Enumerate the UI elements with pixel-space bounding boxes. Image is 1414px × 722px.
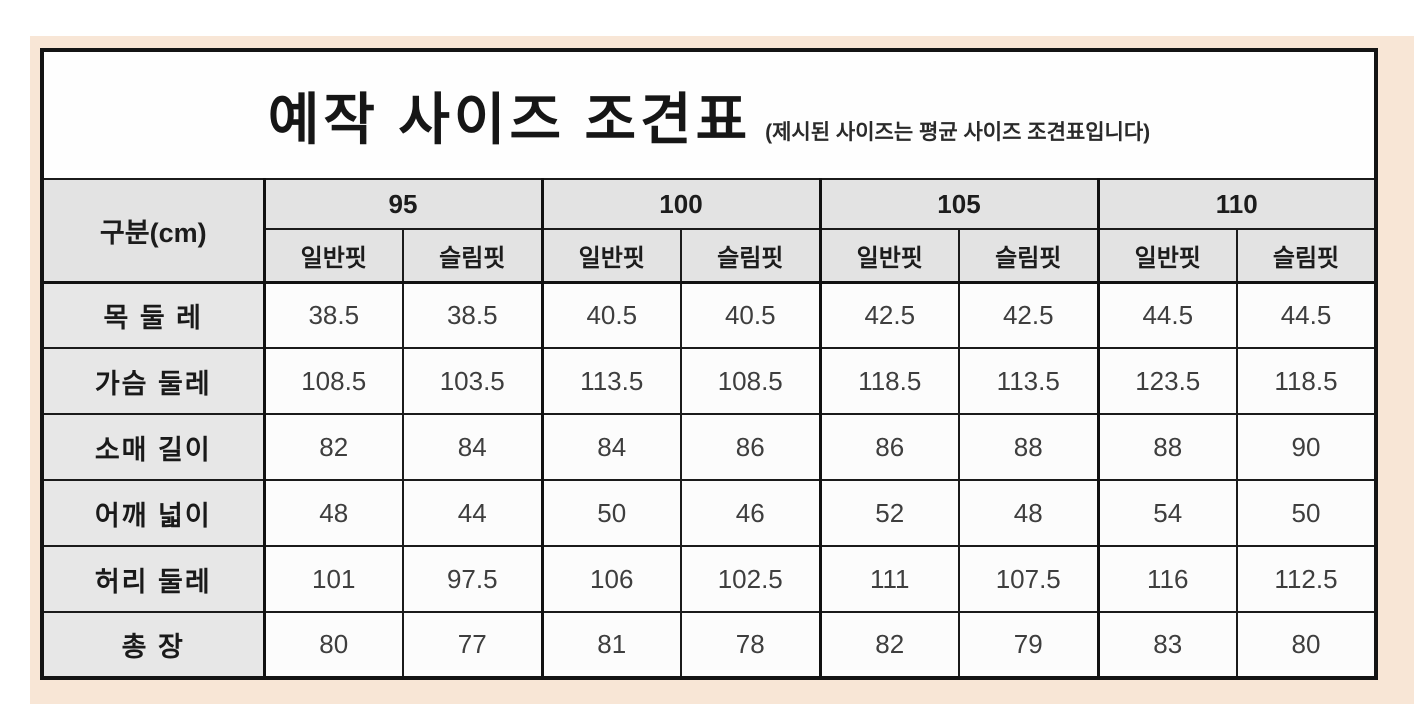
table-row: 총 장 80 77 81 78 82 79 83 80 (41, 611, 1377, 679)
image-background: 예작 사이즈 조견표 (제시된 사이즈는 평균 사이즈 조견표입니다) 구분(c… (30, 36, 1414, 704)
value-cell: 86 (818, 413, 960, 481)
value-cell: 44.5 (1096, 281, 1238, 349)
table-row: 소매 길이 82 84 84 86 86 88 88 90 (41, 413, 1377, 481)
value-cell: 38.5 (262, 281, 404, 349)
value-cell: 52 (818, 479, 960, 547)
fit-header-row: 일반핏 슬림핏 일반핏 슬림핏 일반핏 슬림핏 일반핏 슬림핏 (42, 228, 1377, 284)
value-cell: 107.5 (958, 545, 1099, 613)
value-cell: 50 (540, 479, 682, 547)
value-cell: 78 (680, 611, 821, 679)
row-label: 어깨 넓이 (41, 479, 265, 547)
value-cell: 82 (262, 413, 404, 481)
value-cell: 108.5 (680, 347, 821, 415)
value-cell: 82 (818, 611, 960, 679)
value-cell: 44.5 (1236, 281, 1377, 349)
value-cell: 46 (680, 479, 821, 547)
value-cell: 80 (262, 611, 404, 679)
value-cell: 54 (1096, 479, 1238, 547)
value-cell: 84 (402, 413, 543, 481)
fit-header-slim: 슬림핏 (1236, 228, 1377, 284)
title-row: 예작 사이즈 조견표 (제시된 사이즈는 평균 사이즈 조견표입니다) (41, 49, 1377, 180)
value-cell: 106 (540, 545, 682, 613)
fit-header-regular: 일반핏 (818, 228, 960, 284)
value-cell: 112.5 (1236, 545, 1377, 613)
table-title: 예작 사이즈 조견표 (267, 87, 752, 151)
row-label: 허리 둘레 (41, 545, 265, 613)
corner-header: 구분(cm) (41, 178, 265, 284)
value-cell: 44 (402, 479, 543, 547)
fit-header-slim: 슬림핏 (402, 228, 543, 284)
value-cell: 103.5 (402, 347, 543, 415)
value-cell: 102.5 (680, 545, 821, 613)
table-row: 어깨 넓이 48 44 50 46 52 48 54 50 (41, 479, 1377, 547)
row-label: 목 둘 레 (41, 281, 265, 349)
value-cell: 81 (540, 611, 682, 679)
title-wrap: 예작 사이즈 조견표 (제시된 사이즈는 평균 사이즈 조견표입니다) (44, 75, 1374, 156)
value-cell: 83 (1096, 611, 1238, 679)
table-row: 가슴 둘레 108.5 103.5 113.5 108.5 118.5 113.5 123.5… (41, 347, 1377, 415)
value-cell: 48 (958, 479, 1099, 547)
value-cell: 111 (818, 545, 960, 613)
value-cell: 86 (680, 413, 821, 481)
value-cell: 90 (1236, 413, 1377, 481)
fit-header-regular: 일반핏 (262, 228, 404, 284)
size-header-100: 100 (540, 178, 821, 230)
value-cell: 40.5 (680, 281, 821, 349)
value-cell: 88 (1096, 413, 1238, 481)
table-row: 허리 둘레 101 97.5 106 102.5 111 107.5 116 112.5 (41, 545, 1377, 613)
value-cell: 118.5 (1236, 347, 1377, 415)
size-header-110: 110 (1096, 178, 1377, 230)
value-cell: 42.5 (818, 281, 960, 349)
table-row: 목 둘 레 38.5 38.5 40.5 40.5 42.5 42.5 44.5 44.5 (41, 281, 1377, 349)
size-chart-table: 예작 사이즈 조견표 (제시된 사이즈는 평균 사이즈 조견표입니다) 구분(c… (40, 48, 1378, 680)
value-cell: 77 (402, 611, 543, 679)
size-header-95: 95 (262, 178, 543, 230)
row-label: 가슴 둘레 (41, 347, 265, 415)
value-cell: 42.5 (958, 281, 1099, 349)
value-cell: 108.5 (262, 347, 404, 415)
value-cell: 118.5 (818, 347, 960, 415)
value-cell: 50 (1236, 479, 1377, 547)
fit-header-slim: 슬림핏 (680, 228, 821, 284)
size-header-row: 구분(cm) 95 100 105 110 (41, 178, 1377, 284)
row-label: 소매 길이 (41, 413, 265, 481)
value-cell: 113.5 (958, 347, 1099, 415)
value-cell: 88 (958, 413, 1099, 481)
table-subtitle: (제시된 사이즈는 평균 사이즈 조견표입니다) (765, 120, 1151, 144)
value-cell: 38.5 (402, 281, 543, 349)
row-label: 총 장 (41, 611, 265, 679)
fit-header-regular: 일반핏 (540, 228, 682, 284)
title-cell: 예작 사이즈 조견표 (제시된 사이즈는 평균 사이즈 조견표입니다) (41, 49, 1377, 180)
value-cell: 123.5 (1096, 347, 1238, 415)
fit-header-regular: 일반핏 (1096, 228, 1238, 284)
fit-header-slim: 슬림핏 (958, 228, 1099, 284)
size-header-105: 105 (818, 178, 1099, 230)
value-cell: 79 (958, 611, 1099, 679)
value-cell: 116 (1096, 545, 1238, 613)
value-cell: 97.5 (402, 545, 543, 613)
value-cell: 48 (262, 479, 404, 547)
value-cell: 113.5 (540, 347, 682, 415)
value-cell: 40.5 (540, 281, 682, 349)
value-cell: 101 (262, 545, 404, 613)
value-cell: 80 (1236, 611, 1377, 679)
value-cell: 84 (540, 413, 682, 481)
